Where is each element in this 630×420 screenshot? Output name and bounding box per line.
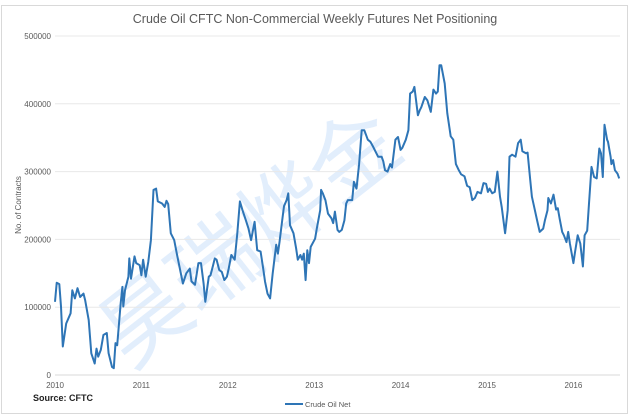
x-tick-label: 2015 bbox=[478, 381, 496, 390]
chart-title: Crude Oil CFTC Non-Commercial Weekly Fut… bbox=[133, 12, 498, 26]
y-tick-label: 400000 bbox=[24, 100, 51, 109]
series-line-crude-oil-net bbox=[54, 64, 621, 370]
y-axis-ticks: 0 100000 200000 300000 400000 500000 bbox=[24, 32, 51, 380]
x-tick-label: 2014 bbox=[392, 381, 410, 390]
y-tick-label: 300000 bbox=[24, 168, 51, 177]
y-tick-label: 0 bbox=[47, 371, 52, 380]
chart-frame bbox=[1, 5, 628, 414]
legend: Crude Oil Net bbox=[285, 400, 351, 409]
source-note: Source: CFTC bbox=[33, 393, 94, 403]
x-tick-label: 2016 bbox=[565, 381, 583, 390]
x-tick-label: 2011 bbox=[133, 381, 151, 390]
y-axis-label: No. of Contracts bbox=[14, 176, 23, 234]
gridlines bbox=[55, 35, 620, 376]
y-tick-label: 200000 bbox=[24, 235, 51, 244]
legend-label: Crude Oil Net bbox=[305, 400, 351, 409]
x-tick-label: 2012 bbox=[219, 381, 237, 390]
y-tick-label: 500000 bbox=[24, 32, 51, 41]
x-tick-label: 2013 bbox=[305, 381, 323, 390]
y-tick-label: 100000 bbox=[24, 303, 51, 312]
x-tick-label: 2010 bbox=[46, 381, 64, 390]
x-axis-ticks: 2010 2011 2012 2013 2014 2015 2016 bbox=[46, 381, 583, 390]
